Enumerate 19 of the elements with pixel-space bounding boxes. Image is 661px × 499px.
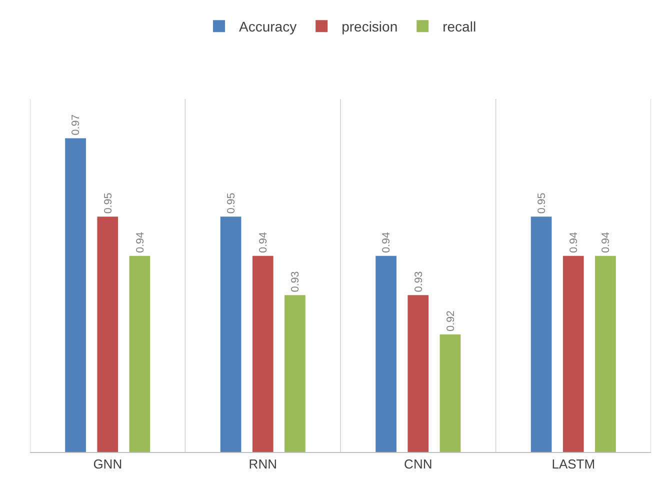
data-label: 0.94 xyxy=(258,232,270,253)
legend-label: recall xyxy=(442,18,476,35)
data-label: 0.97 xyxy=(70,114,82,136)
data-label: 0.92 xyxy=(444,310,457,332)
data-label: 0.94 xyxy=(568,232,580,253)
x-tick-label: RNN xyxy=(248,456,277,472)
x-tick-label: GNN xyxy=(93,456,122,472)
data-label: 0.94 xyxy=(600,232,612,253)
data-label: 0.95 xyxy=(226,192,238,214)
data-label: 0.93 xyxy=(290,271,302,292)
x-tick-label: LASTM xyxy=(552,456,596,472)
data-label: 0.95 xyxy=(102,192,114,214)
data-label: 0.95 xyxy=(536,192,548,214)
data-label: 0.93 xyxy=(412,271,425,292)
data-label: 0.94 xyxy=(380,232,393,253)
data-label: 0.94 xyxy=(134,232,146,253)
legend-label: Accuracy xyxy=(239,18,297,35)
legend-label: precision xyxy=(342,18,398,35)
x-tick-label: CNN xyxy=(404,456,432,472)
